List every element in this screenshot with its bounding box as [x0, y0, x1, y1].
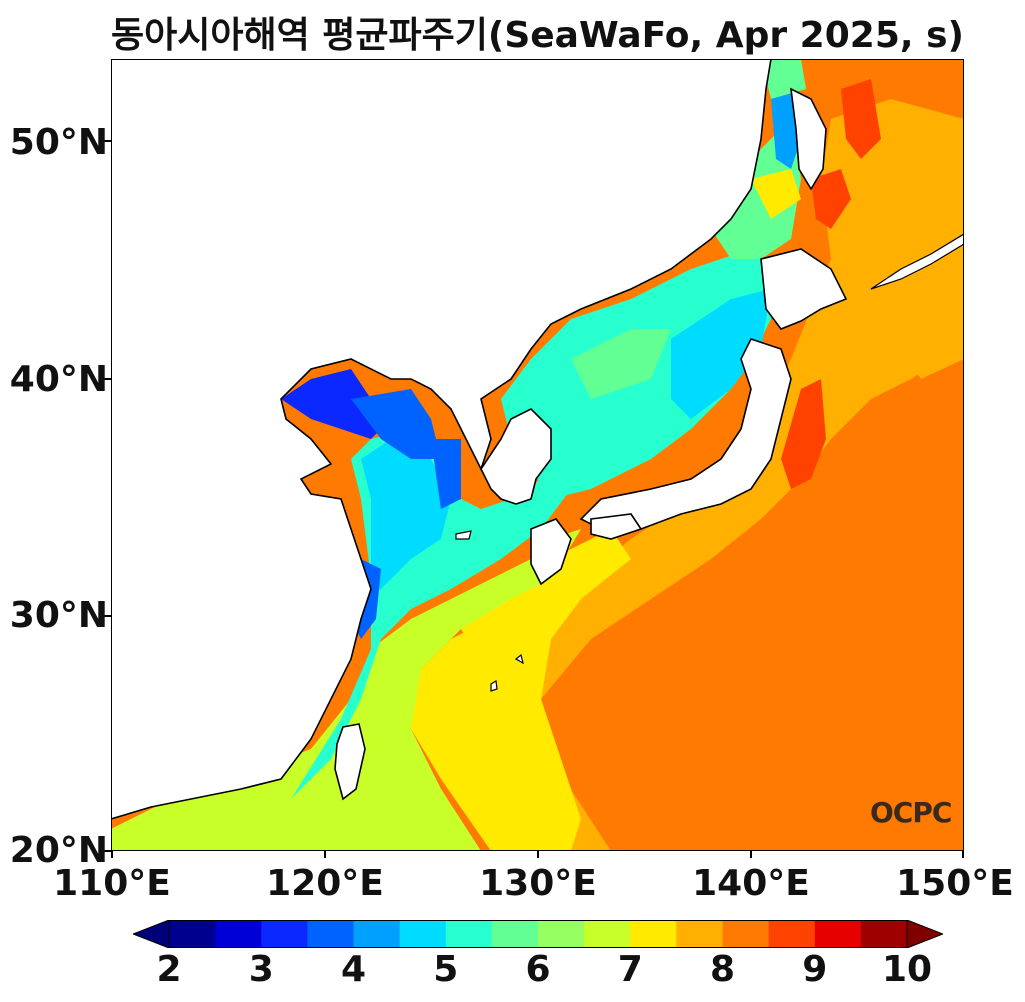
- bohai-blue: [281, 369, 391, 439]
- y-tick-label: 50°N: [9, 122, 108, 163]
- colorbar-label: 8: [709, 949, 736, 990]
- colorbar-label: 2: [156, 949, 182, 990]
- colorbar-segment: [584, 920, 631, 948]
- sakhalin: [790, 87, 827, 191]
- colorbar-segment: [353, 920, 401, 948]
- korea-landmass: [480, 408, 552, 505]
- colorbar-label: 6: [525, 949, 551, 990]
- colorbar-segment: [215, 920, 262, 948]
- colorbar-label: 9: [802, 949, 828, 990]
- colorbar-segment: [814, 920, 862, 948]
- colorbar-max-arrow: [906, 920, 943, 948]
- colorbar-segment: [169, 920, 216, 948]
- x-tick-label: 150°E: [896, 863, 1014, 904]
- colorbar: [133, 920, 943, 948]
- colorbar-label: 3: [248, 949, 274, 990]
- y-tick-label: 40°N: [9, 359, 108, 400]
- colorbar-min-arrow: [133, 920, 170, 948]
- taiwan: [334, 723, 366, 801]
- hokkaido: [760, 248, 848, 330]
- colorbar-segment: [860, 920, 908, 948]
- x-tick-label: 130°E: [479, 863, 597, 904]
- red-coastal-strip: [781, 379, 826, 489]
- colorbar-label: 4: [340, 949, 367, 990]
- colorbar-segment: [722, 920, 770, 948]
- y-tick-label: 20°N: [9, 830, 108, 871]
- colorbar-label: 7: [617, 949, 643, 990]
- east-orange-field: [731, 419, 964, 851]
- colorbar-segment: [676, 920, 723, 948]
- map-title: 동아시아해역 평균파주기(SeaWaFo, Apr 2025, s): [111, 15, 964, 56]
- y-tick-label: 30°N: [9, 595, 108, 636]
- colorbar-label: 10: [881, 949, 933, 990]
- colorbar-segment: [399, 920, 447, 948]
- colorbar-segment: [261, 920, 308, 948]
- yellow-sea-teal: [291, 429, 571, 799]
- colorbar-segment: [491, 920, 539, 948]
- x-tick-label: 140°E: [692, 863, 810, 904]
- colorbar-segment: [307, 920, 354, 948]
- colorbar-segment: [538, 920, 585, 948]
- colorbar-segment: [445, 920, 493, 948]
- colorbar-segment: [630, 920, 677, 948]
- yellow-band: [461, 529, 631, 851]
- asia-landmass: [111, 59, 772, 820]
- x-tick-label: 110°E: [53, 863, 171, 904]
- lime-band: [111, 529, 581, 851]
- kyushu: [530, 518, 572, 586]
- wave-period-map: [111, 59, 964, 851]
- colorbar-label: 5: [433, 949, 459, 990]
- colorbar-segment: [768, 920, 816, 948]
- ocpc-logo: OCPC: [870, 796, 952, 829]
- shikoku: [590, 513, 643, 540]
- x-tick-label: 120°E: [266, 863, 384, 904]
